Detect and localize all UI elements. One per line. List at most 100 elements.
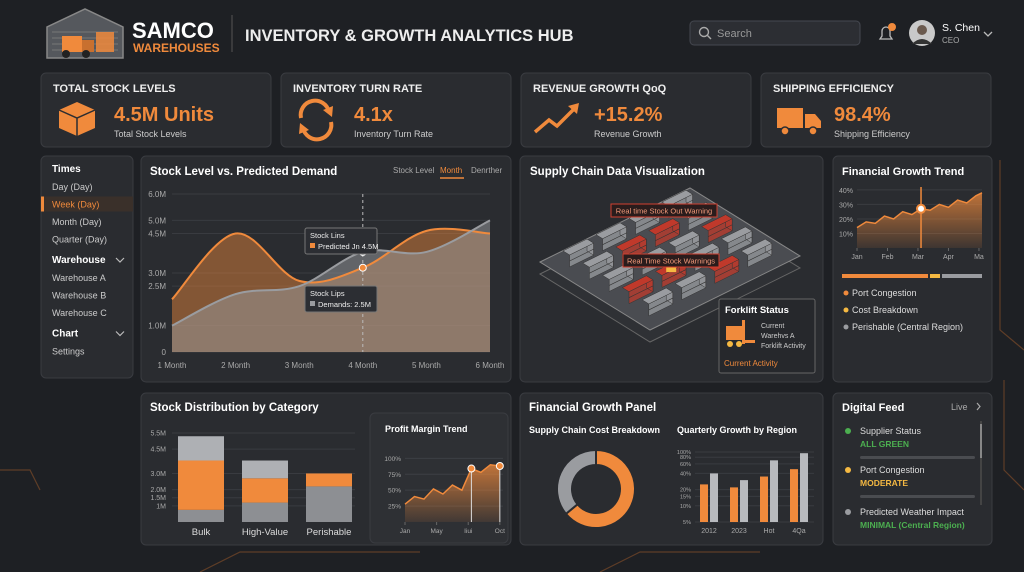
y-tick-label: 80%: [680, 455, 691, 461]
feed-status: MODERATE: [860, 478, 908, 488]
active-item-bg: [41, 196, 133, 212]
rack-shelf: [648, 297, 673, 311]
sidebar-item[interactable]: Warehouse C: [52, 308, 107, 318]
circuit-line: [599, 551, 760, 572]
chart-tab[interactable]: Denrther: [471, 166, 502, 175]
y-tick-label: 5%: [683, 520, 691, 526]
series-line: [404, 463, 500, 505]
forklift-title: Forklift Status: [725, 305, 789, 316]
sidebar-item[interactable]: Settings: [52, 347, 85, 357]
legend-bar: [842, 274, 928, 278]
x-tick-label: 1 Month: [158, 361, 187, 370]
kpi-title: REVENUE GROWTH QoQ: [533, 83, 667, 95]
x-tick-label: Jan: [851, 254, 862, 261]
y-tick-label: 60%: [680, 462, 691, 468]
rack-shelf: [569, 248, 594, 262]
notification-bell[interactable]: [878, 26, 894, 40]
chart-tab[interactable]: Month: [440, 166, 462, 175]
rack-shelf: [655, 228, 680, 241]
kpi-icon: [299, 106, 333, 134]
feed-progress: [860, 456, 975, 459]
bar-segment: [178, 436, 224, 461]
highlight-point: [495, 462, 504, 470]
y-tick-label: 3.0M: [150, 471, 166, 478]
panel-title: Financial Growth Panel: [529, 402, 656, 414]
forklift-line: Warehvs A: [761, 333, 795, 340]
y-tick-label: 75%: [388, 472, 401, 479]
panel-title: Stock Distribution by Category: [150, 402, 319, 414]
brand: SAMCO: [132, 18, 214, 43]
y-tick-label: 1.5M: [150, 495, 166, 502]
rack-shelf: [661, 269, 687, 282]
kpi-card: [40, 72, 272, 148]
kpi-caption: Total Stock Levels: [114, 129, 187, 139]
y-tick-label: 10%: [839, 231, 853, 238]
sidebar-section-title[interactable]: Times: [52, 164, 81, 175]
sidebar-item[interactable]: Warehouse B: [52, 291, 106, 301]
bar-segment: [242, 460, 288, 479]
y-tick-label: 20%: [839, 217, 853, 224]
x-tick-label: Bulk: [192, 527, 211, 538]
sidebar-item[interactable]: Month (Day): [52, 217, 102, 227]
chart-tab[interactable]: Stock Level: [393, 166, 435, 175]
rack-top: [668, 230, 700, 248]
rack-shelf: [747, 248, 772, 262]
bar-segment: [306, 486, 352, 522]
bar: [740, 480, 748, 522]
kpi-value: +15.2%: [594, 104, 663, 126]
bar: [770, 460, 778, 522]
tooltip-swatch: [310, 243, 315, 248]
sidebar-item[interactable]: Quarter (Day): [52, 235, 107, 245]
y-tick-label: 15%: [680, 494, 691, 500]
legend-dot: [843, 324, 849, 330]
y-tick-label: 1.0M: [148, 322, 166, 331]
search-box[interactable]: [689, 20, 861, 46]
rack-top: [701, 214, 733, 231]
circuit-line: [199, 551, 420, 572]
sidebar-item[interactable]: Week (Day): [52, 200, 99, 210]
user-name[interactable]: S. Chen: [942, 22, 980, 34]
x-tick-label: May: [430, 528, 443, 535]
y-tick-label: 40%: [839, 188, 853, 195]
y-tick-label: 20%: [680, 488, 691, 494]
bar: [800, 453, 808, 522]
tooltip-title: Stock Lins: [310, 231, 345, 240]
feed-link[interactable]: Live: [951, 402, 968, 412]
user-role: CEO: [942, 36, 959, 45]
kpi-icon: [808, 126, 818, 136]
user-avatar-face: [917, 25, 927, 35]
legend-label: Port Congestion: [852, 288, 917, 298]
y-tick-label: 30%: [839, 202, 853, 209]
rack-top: [641, 287, 674, 305]
x-tick-label: Iiui: [464, 528, 472, 535]
sidebar-item[interactable]: Warehouse A: [52, 273, 106, 283]
rack-top: [595, 222, 628, 239]
rack-shelf: [609, 273, 634, 286]
search-placeholder[interactable]: Search: [717, 28, 752, 40]
legend-label: Perishable (Central Region): [852, 322, 963, 332]
series-line: [171, 219, 491, 327]
kpi-icon: [777, 108, 803, 128]
rack-shelf: [635, 216, 660, 229]
feed-status: MINIMAL (Central Region): [860, 520, 965, 530]
kpi-value: 98.4%: [834, 104, 891, 126]
bar-segment: [306, 473, 352, 487]
sidebar-item[interactable]: Day (Day): [52, 182, 93, 192]
area-fill: [405, 464, 500, 522]
forklift-link[interactable]: Current Activity: [724, 359, 778, 368]
forklift-card: [718, 298, 816, 374]
y-tick-label: 50%: [388, 488, 401, 495]
sidebar-section-title[interactable]: Chart: [52, 329, 79, 340]
tooltip: [304, 227, 378, 255]
rack-top: [621, 275, 654, 292]
rack-top: [674, 271, 707, 288]
kpi-value: 4.1x: [354, 104, 393, 126]
x-tick-label: 2 Month: [221, 361, 250, 370]
bar: [730, 487, 738, 522]
kpi-caption: Revenue Growth: [594, 129, 662, 139]
user-menu-chevron[interactable]: [983, 31, 993, 37]
sidebar-section-title[interactable]: Warehouse: [52, 255, 106, 266]
y-tick-label: 3.0M: [148, 269, 166, 278]
donut-segment: [556, 448, 597, 516]
x-tick-label: Ma: [974, 254, 984, 261]
